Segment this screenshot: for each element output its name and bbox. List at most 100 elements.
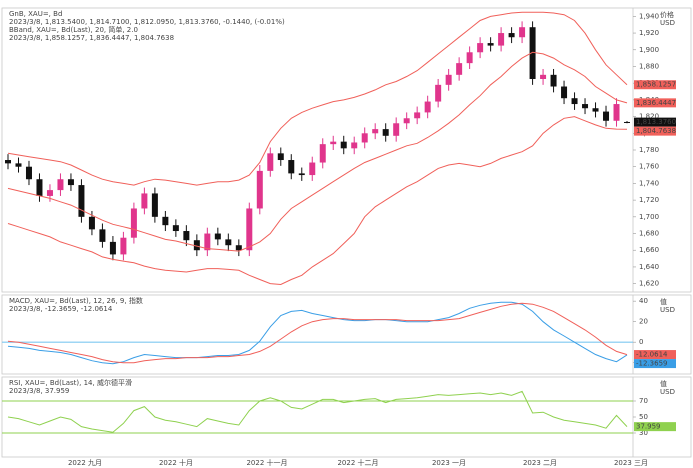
y-tick-label: 1,820 xyxy=(639,113,659,121)
candle-body xyxy=(151,193,158,217)
candle-body xyxy=(225,239,232,246)
candle-body xyxy=(172,225,179,232)
candle-body xyxy=(88,216,95,230)
panel-header: RSI, XAU=, Bd(Last), 14, 威尔德平滑 xyxy=(9,378,132,387)
panel-header: 2023/3/8, -12.3659, -12.0614 xyxy=(9,305,113,313)
y-tick-label: 1,900 xyxy=(639,46,659,54)
candle-body xyxy=(67,179,74,186)
last-value-tag xyxy=(634,98,676,108)
last-value-tag xyxy=(634,359,676,369)
panel-header: MACD, XAU=, Bd(Last), 12, 26, 9, 指数 xyxy=(9,296,143,305)
indicator-line xyxy=(7,301,628,365)
candle-body xyxy=(519,27,526,38)
last-value-tag xyxy=(634,422,676,432)
candle-body xyxy=(309,162,316,176)
candle-body xyxy=(162,216,169,226)
candle-body xyxy=(477,43,484,53)
candle-body xyxy=(246,208,253,251)
x-tick-label: 2022 十一月 xyxy=(246,458,287,467)
axis-label: 价格 xyxy=(660,10,674,19)
indicator-line xyxy=(7,11,628,186)
candle-body xyxy=(141,193,148,209)
candle-body xyxy=(571,98,578,105)
y-tick-label: 40 xyxy=(639,297,648,305)
panel-header: 2023/3/8, 1,858.1257, 1,836.4447, 1,804.… xyxy=(9,34,174,42)
candle-body xyxy=(435,84,442,102)
candle-body xyxy=(550,74,557,87)
candle-body xyxy=(204,233,211,251)
panel-frame xyxy=(1,376,692,458)
panel-header: 2023/3/8, 1,813.5400, 1,814.7100, 1,812.… xyxy=(9,18,285,26)
last-value-label: -12.0614 xyxy=(636,351,668,359)
candle-body xyxy=(46,190,53,196)
panel-header: GnB, XAU=, Bd xyxy=(9,10,62,18)
y-tick-label: 1,660 xyxy=(639,246,659,254)
candle-body xyxy=(424,101,431,113)
candle-body xyxy=(372,129,379,134)
y-tick-label: 1,780 xyxy=(639,146,659,154)
candle-body xyxy=(57,179,64,191)
candle-body xyxy=(25,166,32,180)
y-tick-label: 1,620 xyxy=(639,280,659,288)
last-value-label: 1,836.4447 xyxy=(636,99,676,107)
y-tick-label: 20 xyxy=(639,318,648,326)
last-value-label: 1,858.1257 xyxy=(636,81,676,89)
candle-body xyxy=(235,245,242,251)
candle-body xyxy=(414,112,421,119)
candle-body xyxy=(361,133,368,143)
candle-body xyxy=(120,237,127,255)
candle-body xyxy=(193,240,200,251)
candle-body xyxy=(529,27,536,79)
candle-body xyxy=(613,104,620,121)
candle-body xyxy=(540,74,547,79)
candle-body xyxy=(319,144,326,163)
candle-body xyxy=(130,208,137,238)
y-tick-label: 1,680 xyxy=(639,230,659,238)
last-value-label: 37.959 xyxy=(636,423,661,431)
x-tick-label: 2023 三月 xyxy=(614,459,648,467)
x-tick-label: 2023 二月 xyxy=(523,459,557,467)
candle-body xyxy=(330,141,337,145)
candle-body xyxy=(340,141,347,149)
candle-body xyxy=(15,163,22,167)
y-tick-label: 1,880 xyxy=(639,62,659,70)
candle-body xyxy=(624,121,630,123)
candle-body xyxy=(256,170,263,209)
candle-body xyxy=(109,241,116,255)
axis-unit: USD xyxy=(660,19,675,27)
indicator-line xyxy=(7,51,628,252)
indicator-line xyxy=(7,390,628,433)
y-tick-label: 30 xyxy=(639,429,648,437)
candle-body xyxy=(498,33,505,46)
candle-body xyxy=(403,118,410,124)
axis-unit: USD xyxy=(660,306,675,314)
y-tick-label: 1,700 xyxy=(639,213,659,221)
y-tick-label: 0 xyxy=(639,338,643,346)
candle-body xyxy=(214,233,221,240)
y-tick-label: 1,720 xyxy=(639,196,659,204)
candle-body xyxy=(183,231,190,241)
candle-body xyxy=(561,86,568,99)
candle-body xyxy=(277,153,284,161)
x-tick-label: 2022 九月 xyxy=(68,458,102,467)
candle-body xyxy=(78,185,85,217)
last-value-tag xyxy=(634,126,676,136)
y-tick-label: 1,940 xyxy=(639,12,659,20)
x-tick-label: 2022 十二月 xyxy=(337,458,378,467)
y-tick-label: 1,640 xyxy=(639,263,659,271)
candle-body xyxy=(456,63,463,75)
y-tick-label: 50 xyxy=(639,413,648,421)
candle-body xyxy=(508,33,515,38)
candle-body xyxy=(487,43,494,46)
candle-body xyxy=(267,153,274,171)
last-value-tag xyxy=(634,350,676,360)
axis-label: 值 xyxy=(660,379,667,388)
candle-body xyxy=(5,160,11,164)
candle-body xyxy=(288,160,295,174)
panel-header: 2023/3/8, 37.959 xyxy=(9,387,69,395)
candle-body xyxy=(445,74,452,85)
axis-label: 值 xyxy=(660,297,667,306)
candle-body xyxy=(592,108,599,112)
